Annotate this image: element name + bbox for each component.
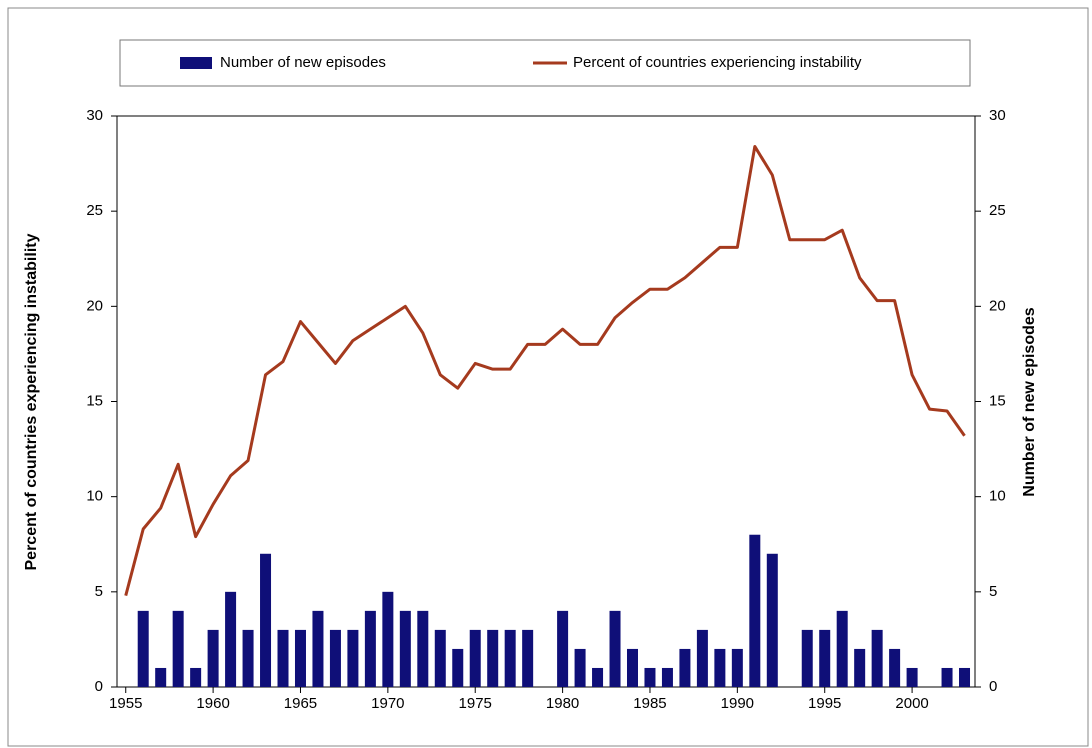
bar xyxy=(347,629,359,687)
bar xyxy=(207,629,219,687)
line xyxy=(124,144,966,597)
y2-tick-label: 25 xyxy=(989,202,1006,219)
bar xyxy=(155,667,167,687)
bar xyxy=(417,610,429,687)
bar xyxy=(889,648,901,687)
bar xyxy=(504,629,516,687)
bar xyxy=(364,610,376,687)
y2-tick-label: 0 xyxy=(989,678,997,695)
x-tick-label: 1970 xyxy=(371,695,404,712)
bar xyxy=(557,610,569,687)
bar xyxy=(836,610,848,687)
y-tick-label: 15 xyxy=(86,392,103,409)
y2-axis-title-group: Number of new episodes xyxy=(1021,307,1038,496)
bar xyxy=(644,667,656,687)
x-tick-label: 1990 xyxy=(721,695,754,712)
y-tick-label: 25 xyxy=(86,202,103,219)
bar xyxy=(871,629,883,687)
x-tick-label: 1980 xyxy=(546,695,579,712)
bar xyxy=(906,667,918,687)
frame xyxy=(7,7,1089,747)
bar xyxy=(172,610,184,687)
y-tick-label: 20 xyxy=(86,297,103,314)
y-axis-title-group: Percent of countries experiencing instab… xyxy=(23,233,40,570)
bar xyxy=(574,648,586,687)
y2-tick-label: 30 xyxy=(989,107,1006,124)
y-tick-label: 30 xyxy=(86,107,103,124)
bar xyxy=(469,629,481,687)
y-tick-label: 10 xyxy=(86,488,103,505)
bar xyxy=(731,648,743,687)
bar xyxy=(749,534,761,687)
y2-axis-title: Number of new episodes xyxy=(1021,307,1038,496)
y2-tick-label: 20 xyxy=(989,297,1006,314)
bar xyxy=(941,667,953,687)
x-tick-label: 1955 xyxy=(109,695,142,712)
y-tick-label: 5 xyxy=(95,583,103,600)
bar xyxy=(277,629,289,687)
legend-label: Number of new episodes xyxy=(220,54,386,71)
bar xyxy=(242,629,254,687)
bar xyxy=(626,648,638,687)
y2-tick-label: 10 xyxy=(989,488,1006,505)
bar xyxy=(609,610,621,687)
x-tick-label: 1965 xyxy=(284,695,317,712)
bar xyxy=(522,629,534,687)
bar xyxy=(592,667,604,687)
bar xyxy=(312,610,324,687)
bar xyxy=(801,629,813,687)
bar xyxy=(696,629,708,687)
bar xyxy=(714,648,726,687)
bar xyxy=(260,553,272,687)
legend-label: Percent of countries experiencing instab… xyxy=(573,54,862,71)
x-tick-label: 1975 xyxy=(459,695,492,712)
bar xyxy=(399,610,411,687)
x-tick-label: 1995 xyxy=(808,695,841,712)
bar xyxy=(679,648,691,687)
bar xyxy=(294,629,306,687)
bar xyxy=(452,648,464,687)
bar xyxy=(329,629,341,687)
bar xyxy=(487,629,499,687)
bar xyxy=(137,610,149,687)
y-axis-title: Percent of countries experiencing instab… xyxy=(23,233,40,570)
x-tick-label: 1985 xyxy=(633,695,666,712)
y2-tick-label: 5 xyxy=(989,583,997,600)
y2-tick-label: 15 xyxy=(989,392,1006,409)
bar xyxy=(190,667,202,687)
bar xyxy=(854,648,866,687)
bar xyxy=(766,553,778,687)
legend-swatch xyxy=(180,57,212,69)
x-tick-label: 1960 xyxy=(196,695,229,712)
bar xyxy=(382,591,394,687)
bar xyxy=(225,591,237,687)
y-tick-label: 0 xyxy=(95,678,103,695)
x-tick-label: 2000 xyxy=(895,695,928,712)
bar xyxy=(959,667,971,687)
bar xyxy=(434,629,446,687)
bar xyxy=(819,629,831,687)
bar xyxy=(661,667,673,687)
